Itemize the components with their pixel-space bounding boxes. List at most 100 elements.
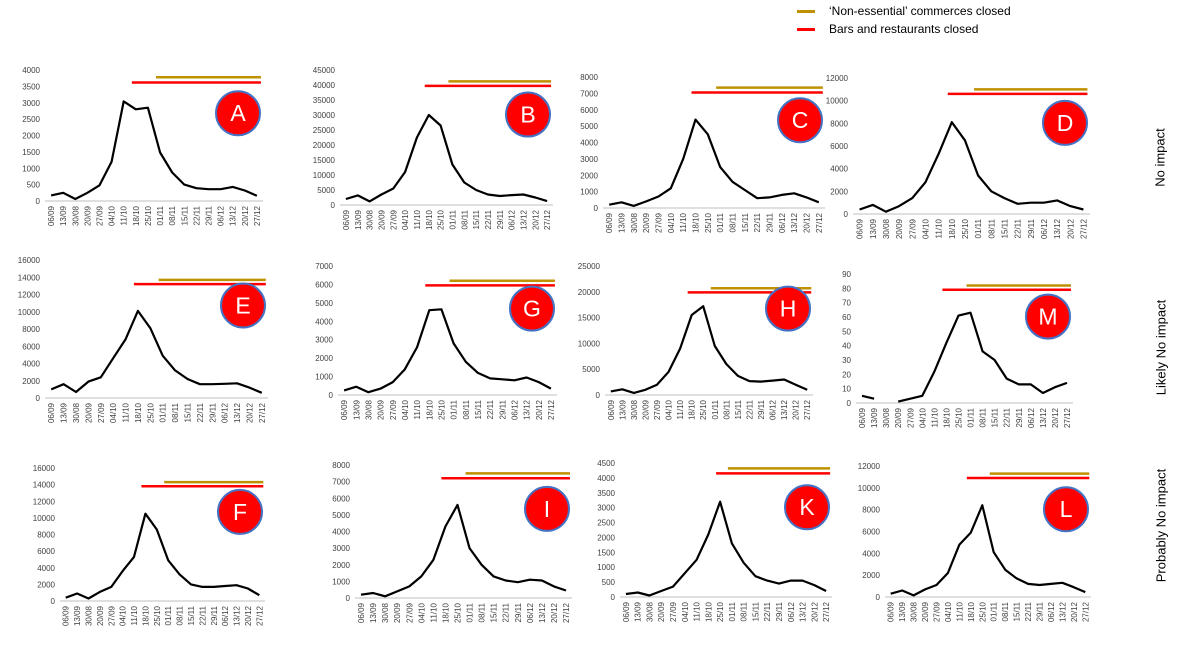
- x-tick-label: 27/09: [908, 218, 917, 239]
- x-tick-label: 22/11: [1024, 601, 1033, 621]
- x-tick-label: 13/09: [59, 205, 68, 226]
- panel-badge: [1042, 99, 1088, 146]
- y-tick-label: 80: [842, 284, 851, 293]
- y-tick-label: 5000: [582, 365, 600, 374]
- y-tick-label: 0: [594, 204, 599, 213]
- x-tick-label: 11/10: [413, 209, 422, 229]
- y-tick-label: 1000: [332, 577, 350, 586]
- y-tick-label: 20000: [313, 141, 336, 150]
- x-tick-label: 01/11: [967, 407, 976, 427]
- x-tick-label: 25/10: [704, 212, 713, 233]
- x-tick-label: 27/12: [815, 212, 824, 233]
- y-tick-label: 8000: [830, 119, 848, 128]
- x-tick-label: 04/10: [401, 399, 410, 420]
- x-tick-label: 13/12: [790, 212, 799, 233]
- y-tick-label: 15000: [313, 156, 336, 165]
- x-tick-label: 27/12: [1063, 407, 1072, 428]
- x-tick-label: 27/09: [669, 601, 678, 622]
- panel-badge: [509, 285, 555, 332]
- x-tick-label: 30/08: [72, 402, 81, 423]
- x-tick-label: 06/12: [217, 205, 226, 226]
- x-tick-label: 06/09: [47, 205, 56, 226]
- y-tick-label: 4000: [580, 139, 598, 148]
- x-tick-label: 13/12: [1039, 407, 1048, 428]
- y-tick-label: 1500: [597, 548, 615, 557]
- panel-badge-label: B: [520, 102, 535, 128]
- y-tick-label: 7000: [580, 89, 598, 98]
- x-tick-label: 13/12: [780, 399, 789, 420]
- x-tick-label: 30/08: [366, 209, 375, 230]
- x-tick-label: 01/11: [974, 218, 983, 238]
- x-tick-label: 13/12: [799, 601, 808, 622]
- x-tick-label: 08/11: [168, 205, 177, 225]
- y-tick-label: 12000: [33, 497, 56, 506]
- panel-badge: [215, 90, 261, 137]
- x-tick-label: 08/11: [729, 212, 738, 232]
- x-tick-label: 27/12: [255, 605, 264, 626]
- x-tick-label: 01/11: [448, 209, 457, 229]
- series-line: [861, 394, 875, 400]
- x-tick-label: 30/08: [364, 399, 373, 420]
- x-tick-label: 20/09: [894, 407, 903, 428]
- y-tick-label: 40: [842, 342, 851, 351]
- x-tick-label: 27/09: [389, 399, 398, 420]
- series-line: [610, 305, 808, 394]
- x-tick-label: 25/10: [144, 205, 153, 226]
- x-tick-label: 30/08: [882, 407, 891, 428]
- y-tick-label: 5000: [332, 511, 350, 520]
- x-tick-label: 06/12: [1027, 407, 1036, 428]
- x-tick-label: 15/11: [734, 399, 743, 419]
- y-tick-label: 40000: [313, 81, 336, 90]
- y-tick-label: 5000: [315, 299, 333, 308]
- y-tick-label: 5000: [317, 186, 335, 195]
- y-tick-label: 3000: [580, 155, 598, 164]
- panel-badge-label: K: [799, 494, 815, 520]
- x-tick-label: 29/11: [205, 205, 214, 225]
- x-tick-label: 22/11: [753, 212, 762, 232]
- x-tick-label: 18/10: [425, 209, 434, 230]
- x-tick-label: 01/11: [159, 402, 168, 422]
- x-tick-label: 13/12: [523, 399, 532, 420]
- x-tick-label: 27/09: [96, 205, 105, 226]
- x-tick-label: 22/11: [484, 209, 493, 229]
- y-tick-label: 14000: [18, 273, 41, 282]
- x-tick-label: 29/11: [1027, 218, 1036, 238]
- x-tick-label: 11/10: [130, 605, 139, 625]
- y-tick-label: 0: [329, 391, 334, 400]
- x-tick-label: 29/11: [496, 209, 505, 229]
- x-tick-label: 20/09: [921, 601, 930, 622]
- y-tick-label: 4000: [597, 474, 615, 483]
- x-tick-label: 27/09: [653, 399, 662, 420]
- y-tick-label: 8000: [37, 531, 55, 540]
- x-tick-label: 30/08: [84, 605, 93, 626]
- y-tick-label: 5000: [580, 122, 598, 131]
- y-tick-label: 16000: [18, 256, 41, 265]
- x-tick-label: 06/09: [340, 399, 349, 420]
- x-tick-label: 06/12: [769, 399, 778, 420]
- x-tick-label: 22/11: [486, 399, 495, 419]
- panel-badge: [784, 484, 830, 531]
- x-tick-label: 04/10: [108, 205, 117, 226]
- y-tick-label: 4000: [315, 317, 333, 326]
- y-tick-label: 10000: [826, 97, 849, 106]
- x-tick-label: 25/10: [153, 605, 162, 626]
- x-tick-label: 01/11: [990, 601, 999, 621]
- y-tick-label: 3000: [22, 99, 40, 108]
- legend-label-bars: Bars and restaurants closed: [829, 22, 979, 36]
- x-tick-label: 13/09: [60, 402, 69, 423]
- x-tick-label: 06/12: [221, 402, 230, 423]
- x-tick-label: 25/10: [437, 209, 446, 230]
- x-tick-label: 06/12: [1047, 601, 1056, 622]
- x-tick-label: 13/12: [233, 605, 242, 626]
- y-tick-label: 12000: [858, 462, 881, 471]
- x-tick-label: 25/10: [699, 399, 708, 420]
- y-tick-label: 4000: [332, 528, 350, 537]
- x-tick-label: 29/11: [210, 605, 219, 625]
- series-line: [50, 100, 258, 201]
- x-tick-label: 20/09: [895, 218, 904, 239]
- x-tick-label: 11/10: [955, 601, 964, 621]
- panel-badge: [217, 488, 263, 535]
- x-tick-label: 18/10: [942, 407, 951, 428]
- y-tick-label: 10: [842, 385, 851, 394]
